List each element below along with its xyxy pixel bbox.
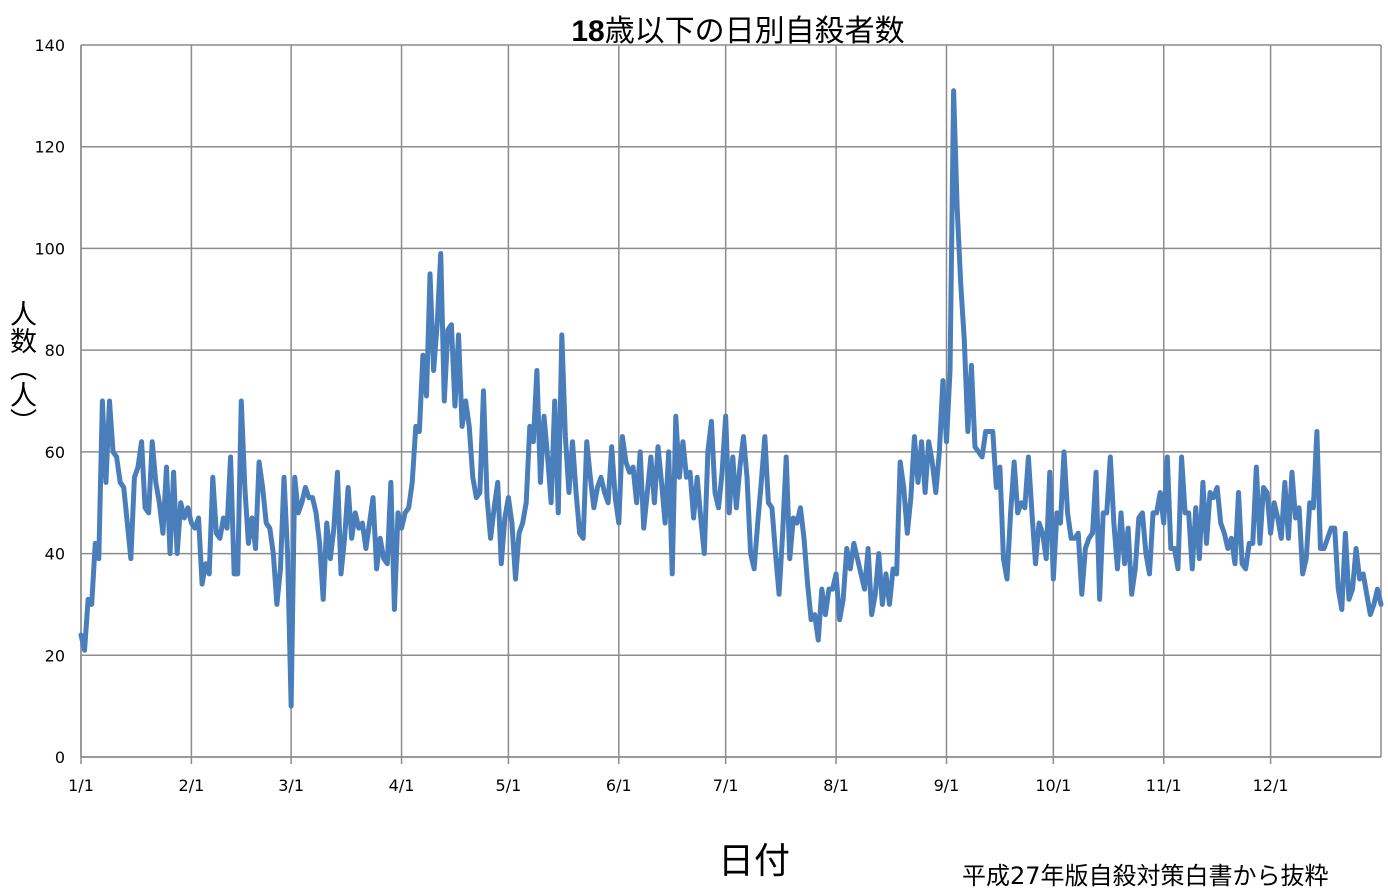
y-tick-label: 140	[34, 36, 65, 55]
y-tick-label: 20	[45, 646, 65, 665]
series-line	[78, 88, 1384, 709]
x-tick-label: 5/1	[496, 776, 522, 795]
x-tick-label: 8/1	[823, 776, 849, 795]
x-tick-label: 3/1	[278, 776, 304, 795]
x-tick-label: 7/1	[713, 776, 739, 795]
chart-title: 18歳以下の日別自殺者数	[571, 14, 905, 49]
y-tick-label: 60	[45, 443, 65, 462]
x-tick-label: 9/1	[934, 776, 960, 795]
y-tick-label: 0	[55, 748, 65, 767]
source-note: 平成27年版自殺対策白書から抜粋	[962, 862, 1329, 890]
x-tick-label: 2/1	[179, 776, 205, 795]
x-tick-label: 10/1	[1035, 776, 1071, 795]
y-tick-label: 80	[45, 341, 65, 360]
x-axis-label: 日付	[718, 841, 791, 882]
x-tick-label: 11/1	[1146, 776, 1182, 795]
x-tick-label: 6/1	[606, 776, 632, 795]
x-tick-label: 1/1	[68, 776, 94, 795]
x-tick-label: 4/1	[389, 776, 415, 795]
y-tick-label: 40	[45, 545, 65, 564]
y-tick-label: 120	[34, 138, 65, 157]
y-axis-label: 人数（人）	[5, 300, 36, 435]
y-tick-label: 100	[34, 239, 65, 258]
x-tick-label: 12/1	[1253, 776, 1289, 795]
